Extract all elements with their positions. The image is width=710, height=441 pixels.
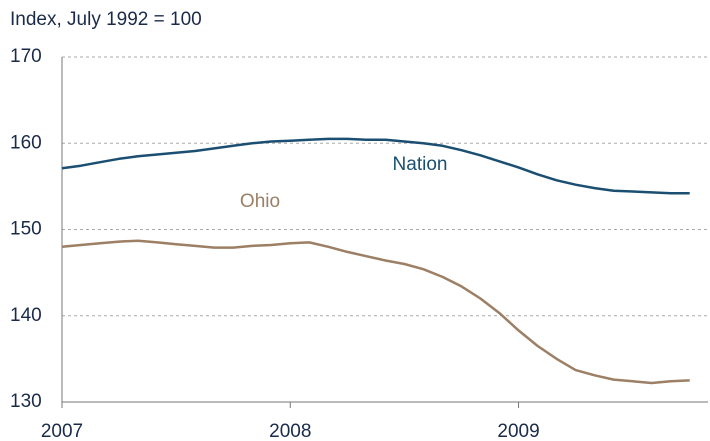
x-tick-label: 2009	[497, 421, 539, 441]
x-tick-label: 2008	[269, 421, 311, 441]
y-tick-label: 160	[10, 132, 42, 153]
y-tick-label: 140	[10, 305, 42, 326]
series-line	[61, 239, 690, 385]
series-line	[61, 137, 690, 195]
series-label: Ohio	[240, 191, 280, 212]
x-tick-label: 2007	[41, 421, 83, 441]
chart-title: Index, July 1992 = 100	[10, 9, 202, 30]
y-tick-label: 170	[10, 46, 42, 67]
y-tick-label: 130	[10, 391, 42, 412]
series-label: Nation	[393, 154, 448, 175]
y-tick-label: 150	[10, 219, 42, 240]
